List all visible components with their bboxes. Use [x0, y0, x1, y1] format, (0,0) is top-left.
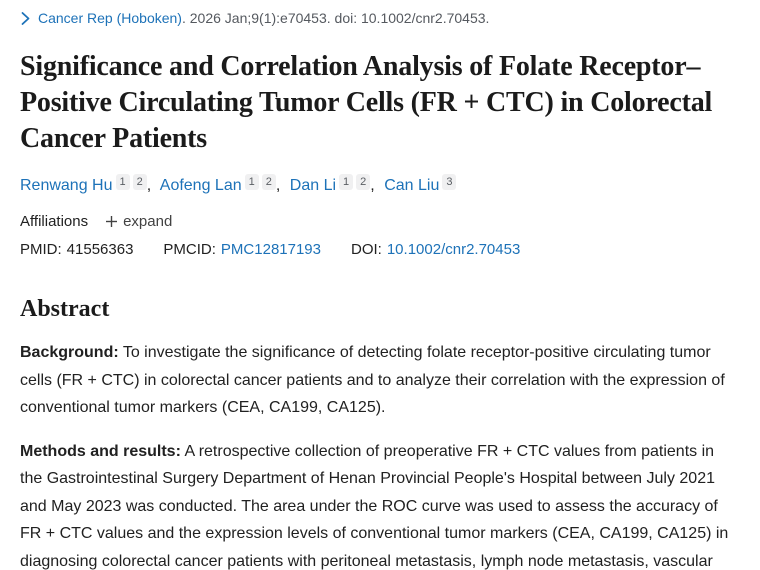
abstract-background-paragraph: Background: To investigate the significa… — [20, 339, 738, 422]
author: Aofeng Lan 1 2 — [159, 174, 276, 194]
affiliations-expand-button[interactable]: expand — [105, 213, 172, 230]
methods-label: Methods and results: — [20, 442, 181, 460]
author-link[interactable]: Dan Li — [289, 177, 337, 194]
background-text: To investigate the significance of detec… — [20, 344, 725, 416]
identifiers-row: PMID: 41556363 PMCID: PMC12817193 DOI: 1… — [20, 241, 738, 258]
journal-toggle-button[interactable] — [20, 11, 31, 26]
plus-icon — [105, 215, 118, 228]
authors-list: Renwang Hu 1 2, Aofeng Lan 1 2, Dan Li 1 2, Ca… — [20, 174, 738, 197]
citation-text: . 2026 Jan;9(1):e70453. doi: 10.1002/cnr… — [181, 10, 490, 26]
doi-link[interactable]: 10.1002/cnr2.70453 — [386, 241, 521, 258]
expand-label: expand — [123, 213, 173, 230]
author-link[interactable]: Renwang Hu — [20, 177, 113, 194]
pmid-value: 41556363 — [66, 241, 134, 258]
author-link[interactable]: Aofeng Lan — [159, 177, 242, 194]
chevron-right-icon — [20, 11, 31, 26]
affiliation-badge[interactable]: 1 — [115, 174, 130, 190]
pmid-group: PMID: 41556363 — [20, 241, 133, 258]
affiliations-label: Affiliations — [20, 213, 89, 230]
affiliation-badge[interactable]: 2 — [261, 174, 276, 190]
pmcid-link[interactable]: PMC12817193 — [220, 241, 321, 258]
affiliation-badge[interactable]: 2 — [132, 174, 147, 190]
pmcid-label: PMCID: — [163, 241, 216, 258]
affiliations-row: Affiliations expand — [20, 213, 738, 230]
abstract-heading: Abstract — [20, 296, 110, 322]
affiliation-badge[interactable]: 2 — [356, 174, 371, 190]
author: Can Liu 3 — [384, 174, 457, 194]
author: Renwang Hu 1 2 — [20, 174, 147, 194]
methods-text: A retrospective collection of preoperati… — [20, 442, 729, 570]
page-title: Significance and Correlation Analysis of… — [20, 51, 713, 154]
author: Dan Li 1 2 — [289, 174, 371, 194]
pmcid-group: PMCID: PMC12817193 — [163, 241, 321, 258]
pmid-label: PMID: — [20, 241, 62, 258]
affiliation-badge[interactable]: 1 — [244, 174, 259, 190]
doi-group: DOI: 10.1002/cnr2.70453 — [351, 241, 520, 258]
journal-link[interactable]: Cancer Rep (Hoboken) — [38, 10, 182, 26]
affiliation-badge[interactable]: 1 — [339, 174, 354, 190]
author-separator: , — [275, 177, 281, 194]
doi-label: DOI: — [351, 241, 382, 258]
abstract-methods-paragraph: Methods and results: A retrospective col… — [20, 438, 738, 570]
author-link[interactable]: Can Liu — [384, 177, 440, 194]
background-label: Background: — [20, 344, 119, 361]
affiliation-badge[interactable]: 3 — [442, 174, 457, 190]
journal-citation-bar: Cancer Rep (Hoboken). 2026 Jan;9(1):e704… — [20, 8, 738, 28]
author-separator: , — [146, 177, 152, 194]
author-separator: , — [370, 177, 375, 194]
